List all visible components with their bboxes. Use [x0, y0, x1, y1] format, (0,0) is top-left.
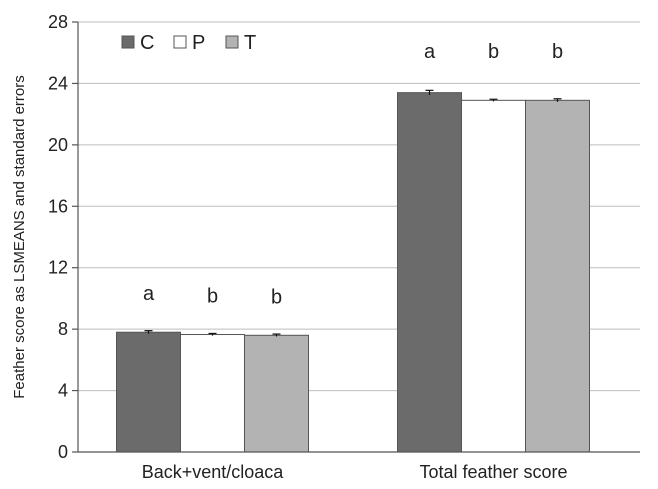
y-tick-label: 4 — [58, 381, 68, 401]
y-ticks: 0 4 8 12 16 20 24 28 — [48, 12, 78, 462]
x-category-labels: Back+vent/cloaca Total feather score — [142, 462, 568, 482]
legend-swatch-p — [173, 35, 187, 49]
significance-letter: a — [424, 41, 436, 63]
bar-c-2 — [397, 92, 462, 453]
y-tick-label: 0 — [58, 442, 68, 462]
bar-t-1 — [244, 334, 309, 453]
bars — [116, 89, 590, 453]
x-category-label: Total feather score — [419, 462, 567, 482]
bar-t-2 — [525, 99, 590, 453]
bar-c-1 — [116, 331, 181, 453]
gridlines — [78, 21, 640, 392]
bar-p-2 — [461, 99, 526, 453]
axes — [77, 22, 640, 453]
significance-letters: a b b a b b — [143, 41, 563, 308]
significance-letter: b — [552, 41, 563, 63]
y-tick-label: 8 — [58, 319, 68, 339]
significance-letter: a — [143, 283, 155, 305]
y-tick-label: 24 — [48, 73, 68, 93]
x-category-label: Back+vent/cloaca — [142, 462, 285, 482]
y-tick-label: 12 — [48, 258, 68, 278]
legend-swatch-c — [121, 35, 135, 49]
significance-letter: b — [207, 286, 218, 308]
y-tick-label: 28 — [48, 12, 68, 32]
legend-label-t: T — [244, 32, 256, 54]
legend-label-c: C — [140, 32, 154, 54]
bar-p-1 — [180, 334, 245, 453]
legend-swatch-t — [225, 35, 239, 49]
y-axis-label: Feather score as LSMEANS and standard er… — [11, 75, 28, 398]
y-tick-label: 16 — [48, 196, 68, 216]
y-tick-label: 20 — [48, 135, 68, 155]
significance-letter: b — [271, 286, 282, 308]
legend-label-p: P — [192, 32, 205, 54]
significance-letter: b — [488, 41, 499, 63]
